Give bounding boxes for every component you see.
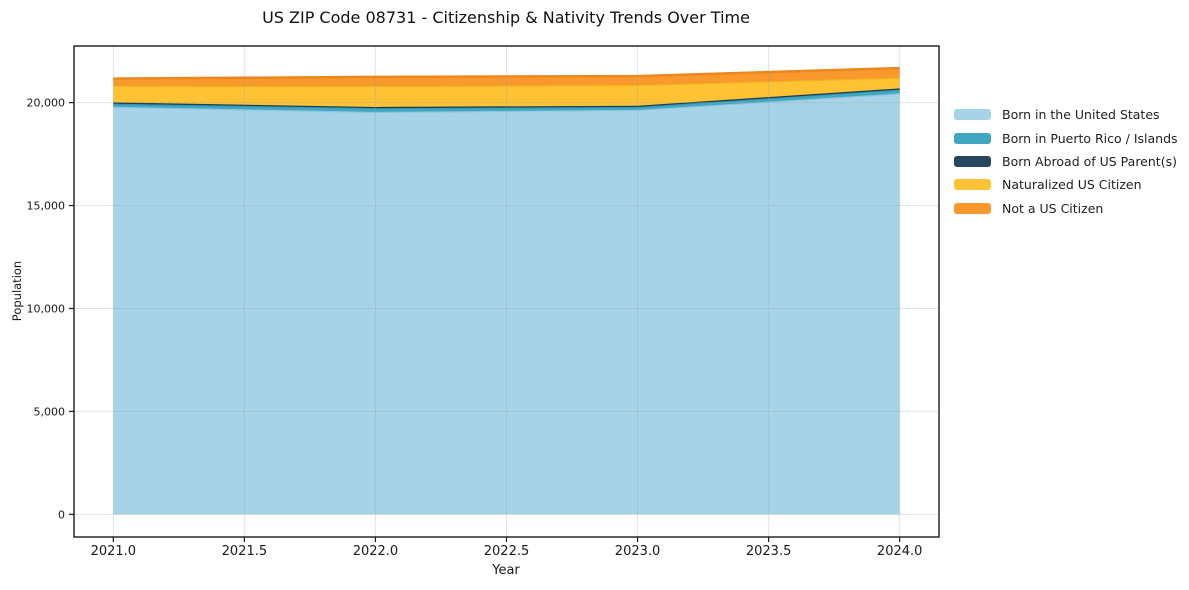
x-tick-label: 2023.5 <box>746 544 792 559</box>
legend-swatch <box>954 109 991 121</box>
legend-swatch <box>954 179 991 191</box>
legend-item-born-in-puerto-rico-islands: Born in Puerto Rico / Islands <box>954 126 1178 149</box>
x-tick-label: 2021.5 <box>222 544 268 559</box>
legend-label: Naturalized US Citizen <box>1002 177 1142 193</box>
x-tick-label: 2023.0 <box>615 544 661 559</box>
chart-title: US ZIP Code 08731 - Citizenship & Nativi… <box>262 8 750 27</box>
area-born-in-the-united-states <box>113 93 900 515</box>
legend-item-born-abroad-of-us-parent-s: Born Abroad of US Parent(s) <box>954 150 1178 173</box>
legend-label: Not a US Citizen <box>1002 200 1104 216</box>
legend-label: Born in the United States <box>1002 107 1160 123</box>
legend-swatch <box>954 202 991 214</box>
legend-item-born-in-the-united-states: Born in the United States <box>954 103 1178 126</box>
y-tick-label: 5,000 <box>34 405 66 418</box>
y-tick-label: 0 <box>58 508 65 521</box>
legend-swatch <box>954 132 991 144</box>
legend-item-not-a-us-citizen: Not a US Citizen <box>954 197 1178 220</box>
x-tick-label: 2021.0 <box>91 544 137 559</box>
legend-label: Born Abroad of US Parent(s) <box>1002 153 1177 169</box>
y-tick-label: 10,000 <box>27 302 66 315</box>
area-edge-not-a-us-citizen <box>113 66 900 80</box>
x-tick-label: 2022.5 <box>484 544 530 559</box>
y-tick-label: 15,000 <box>27 200 66 213</box>
legend-item-naturalized-us-citizen: Naturalized US Citizen <box>954 173 1178 196</box>
y-axis-label: Population <box>10 260 24 322</box>
x-axis-label: Year <box>492 563 520 578</box>
area-naturalized-us-citizen <box>113 77 900 107</box>
legend-swatch <box>954 155 991 167</box>
legend: Born in the United States Born in Puerto … <box>954 103 1178 220</box>
y-tick-label: 20,000 <box>27 97 66 110</box>
legend-label: Born in Puerto Rico / Islands <box>1002 130 1178 146</box>
x-tick-label: 2024.0 <box>877 544 923 559</box>
x-tick-label: 2022.0 <box>353 544 399 559</box>
